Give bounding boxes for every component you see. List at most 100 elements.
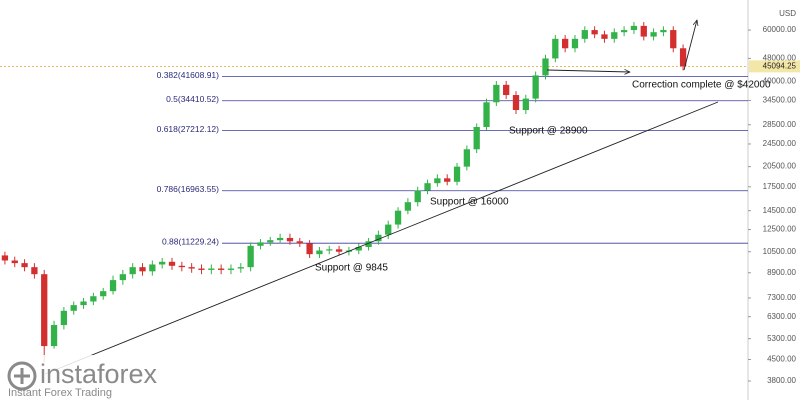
candle-body <box>237 267 244 269</box>
candle-body <box>444 178 451 182</box>
logo <box>14 368 30 384</box>
candle-body <box>198 268 205 270</box>
candle-body <box>620 30 628 33</box>
candle-body <box>640 25 647 37</box>
fib-label: 0.5(34410.52) <box>166 94 219 104</box>
candle-body <box>424 183 431 191</box>
fib-label: 0.88(11229.24) <box>162 236 219 246</box>
candle-body <box>404 202 412 211</box>
candle-body <box>296 241 303 244</box>
candle-body <box>41 274 48 347</box>
candle-body <box>561 38 569 49</box>
candle-body <box>670 30 677 49</box>
candle-body <box>630 25 638 31</box>
candle-body <box>512 95 520 111</box>
candle-body <box>522 98 529 111</box>
y-tick-label: 17500.00 <box>763 182 797 191</box>
y-tick-label: 40000.00 <box>763 77 797 86</box>
candle-body <box>453 166 461 182</box>
y-tick-label: 34500.00 <box>763 96 797 105</box>
candle-body <box>257 242 264 246</box>
annotation: Support @ 16000 <box>430 197 509 208</box>
candle-body <box>188 267 195 269</box>
candle-body <box>581 30 588 39</box>
candle-body <box>394 210 402 225</box>
candle-body <box>21 263 28 268</box>
candle-body <box>365 241 372 247</box>
candle-body <box>60 310 68 326</box>
candle-body <box>11 260 18 264</box>
candle-body <box>355 246 362 251</box>
candle-body <box>247 245 254 268</box>
candle-body <box>50 325 58 347</box>
candle-body <box>532 75 539 99</box>
y-tick-label: 28500.00 <box>763 120 797 129</box>
candle-body <box>286 237 294 242</box>
y-tick-label: 4500.00 <box>767 355 796 364</box>
y-tick-label: 60000.00 <box>763 25 797 34</box>
candle-body <box>375 234 382 242</box>
candle-body <box>306 243 313 255</box>
candle-body <box>90 296 97 302</box>
candle-body <box>473 126 480 150</box>
candle-body <box>139 267 146 272</box>
annotation: Support @ 9845 <box>315 263 388 274</box>
candle-body <box>208 268 215 270</box>
y-tick-label: 7300.00 <box>767 293 796 302</box>
fib-label: 0.382(41608.91) <box>157 70 220 80</box>
candle-body <box>31 267 38 275</box>
candle-body <box>129 267 136 275</box>
fib-label: 0.618(27212.12) <box>157 124 220 134</box>
candle-body <box>503 84 510 96</box>
candle-body <box>276 237 284 241</box>
y-tick-label: 24500.00 <box>763 139 797 148</box>
candle-body <box>227 268 235 270</box>
candle-body <box>316 250 323 255</box>
candle-body <box>109 280 117 292</box>
y-tick-label: 6300.00 <box>767 312 796 321</box>
arrow <box>546 70 630 72</box>
candle-body <box>267 240 274 243</box>
candle-body <box>335 249 343 252</box>
candle-body <box>326 249 333 251</box>
candle-body <box>434 178 441 184</box>
candle-body <box>119 274 127 281</box>
candle-body <box>414 190 421 203</box>
candle-body <box>149 264 156 272</box>
watermark-tagline: Instant Forex Trading <box>8 387 112 399</box>
price-tag <box>749 60 800 73</box>
candle-body <box>493 84 500 103</box>
candle-body <box>159 261 166 265</box>
y-tick-label: 10500.00 <box>763 247 797 256</box>
candle-body <box>679 48 687 67</box>
y-tick-label: 20500.00 <box>763 162 797 171</box>
trend-line <box>44 101 719 375</box>
currency-label: USD <box>779 9 796 18</box>
candle-body <box>571 38 579 49</box>
candle-body <box>100 291 107 297</box>
candle-body <box>385 224 392 235</box>
watermark: instaforex Instant Forex Trading <box>0 355 180 400</box>
candle-body <box>542 58 549 76</box>
candle-body <box>1 255 9 261</box>
arrow <box>683 20 697 71</box>
candle-body <box>591 30 598 35</box>
y-tick-label: 14500.00 <box>763 206 797 215</box>
annotation: Correction complete @ $42000 <box>632 80 771 91</box>
y-tick-label: 5300.00 <box>767 334 796 343</box>
candle-body <box>552 38 559 59</box>
candle-body <box>650 32 657 37</box>
candle-body <box>80 301 87 306</box>
y-tick-label: 48000.00 <box>763 54 797 63</box>
candle-body <box>178 265 185 268</box>
candle-body <box>601 34 608 39</box>
candle-body <box>168 261 176 266</box>
fib-label: 0.786(16963.55) <box>157 184 220 194</box>
candle-body <box>217 268 225 270</box>
candle-body <box>660 30 667 33</box>
y-tick-label: 12500.00 <box>763 225 797 234</box>
candle-body <box>463 149 471 167</box>
price-label: 45094.25 <box>763 61 797 70</box>
annotation: Support @ 28900 <box>509 126 588 137</box>
